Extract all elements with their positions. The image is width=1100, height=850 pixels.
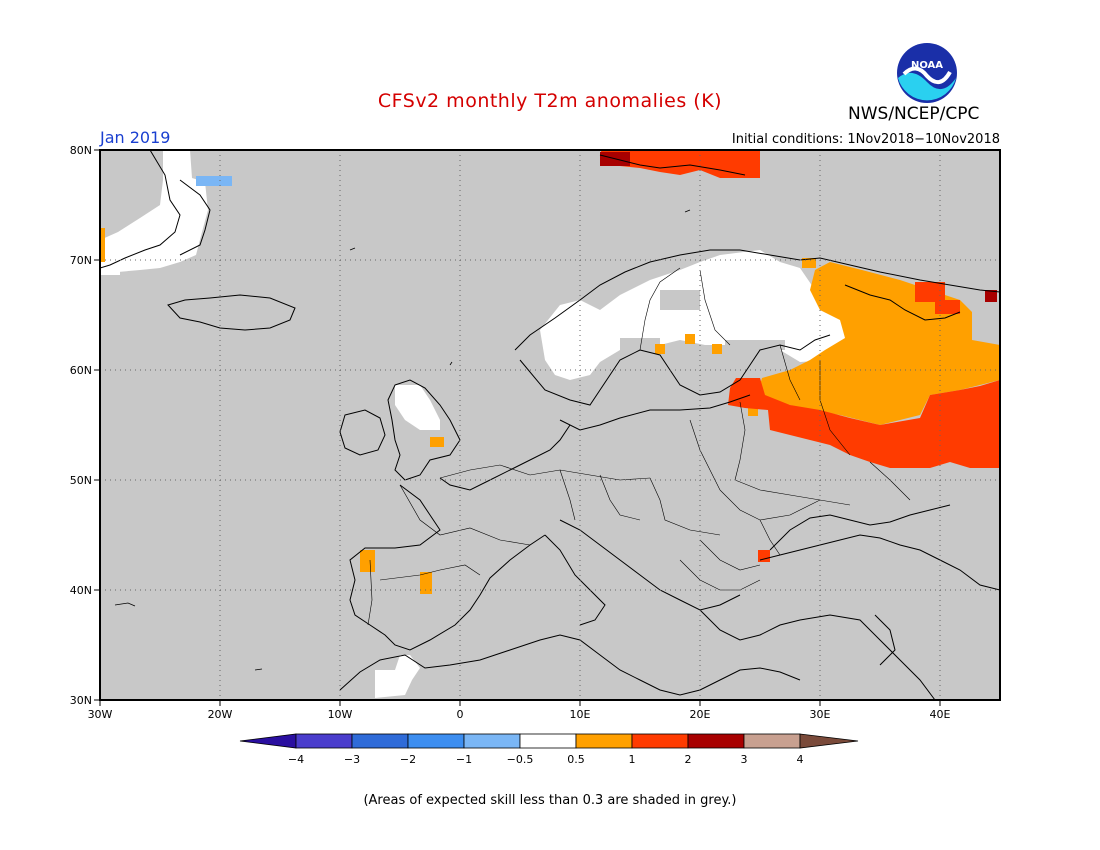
colorbar-label: −4 — [288, 753, 304, 766]
small-islands — [114, 209, 691, 671]
colorbar-swatch — [575, 733, 633, 749]
colorbar-label: −3 — [344, 753, 360, 766]
lat-tick-label: 40N — [70, 584, 92, 597]
colorbar-swatch — [407, 733, 465, 749]
lat-tick-label: 80N — [70, 144, 92, 157]
lon-tick-label: 20W — [208, 708, 233, 721]
lon-tick-label: 0 — [457, 708, 464, 721]
colorbar-label: 0.5 — [567, 753, 585, 766]
lat-tick-label: 70N — [70, 254, 92, 267]
colorbar-swatch — [351, 733, 409, 749]
colorbar-swatch — [799, 733, 859, 749]
colorbar-swatch — [463, 733, 521, 749]
colorbar-label: −1 — [456, 753, 472, 766]
lat-tick-label: 30N — [70, 694, 92, 707]
colorbar-label: 4 — [797, 753, 804, 766]
logo-text: NOAA — [911, 60, 943, 71]
anomaly-neg-0p5-to-neg-1 — [196, 176, 232, 186]
anomaly-1-to-2 — [600, 150, 1000, 562]
lon-tick-label: 30E — [810, 708, 831, 721]
skill-footnote: (Areas of expected skill less than 0.3 a… — [363, 793, 737, 808]
lat-tick-label: 50N — [70, 474, 92, 487]
colorbar-swatch — [239, 733, 297, 749]
initial-conditions: Initial conditions: 1Nov2018−10Nov2018 — [731, 132, 1000, 147]
colorbar-label: 3 — [741, 753, 748, 766]
colorbar — [239, 733, 859, 749]
map-frame — [99, 149, 1001, 701]
colorbar-swatch — [687, 733, 745, 749]
colorbar-swatch — [519, 733, 577, 749]
lon-tick-label: 40E — [930, 708, 951, 721]
colorbar-label: 1 — [629, 753, 636, 766]
colorbar-swatch — [631, 733, 689, 749]
lon-tick-label: 20E — [690, 708, 711, 721]
colorbar-label: −2 — [400, 753, 416, 766]
noaa-logo: NOAA — [896, 42, 958, 104]
colorbar-label: 2 — [685, 753, 692, 766]
lon-tick-label: 10E — [570, 708, 591, 721]
forecast-period: Jan 2019 — [100, 128, 171, 147]
lon-tick-label: 10W — [328, 708, 353, 721]
colorbar-swatch — [295, 733, 353, 749]
lon-tick-label: 30W — [88, 708, 113, 721]
lat-tick-label: 60N — [70, 364, 92, 377]
colorbar-swatch — [743, 733, 801, 749]
map-title: CFSv2 monthly T2m anomalies (K) — [377, 90, 723, 112]
axis-ticks — [94, 149, 941, 706]
agency-label: NWS/NCEP/CPC — [848, 104, 980, 124]
colorbar-label: −0.5 — [507, 753, 534, 766]
lat-lon-grid — [100, 150, 1000, 700]
